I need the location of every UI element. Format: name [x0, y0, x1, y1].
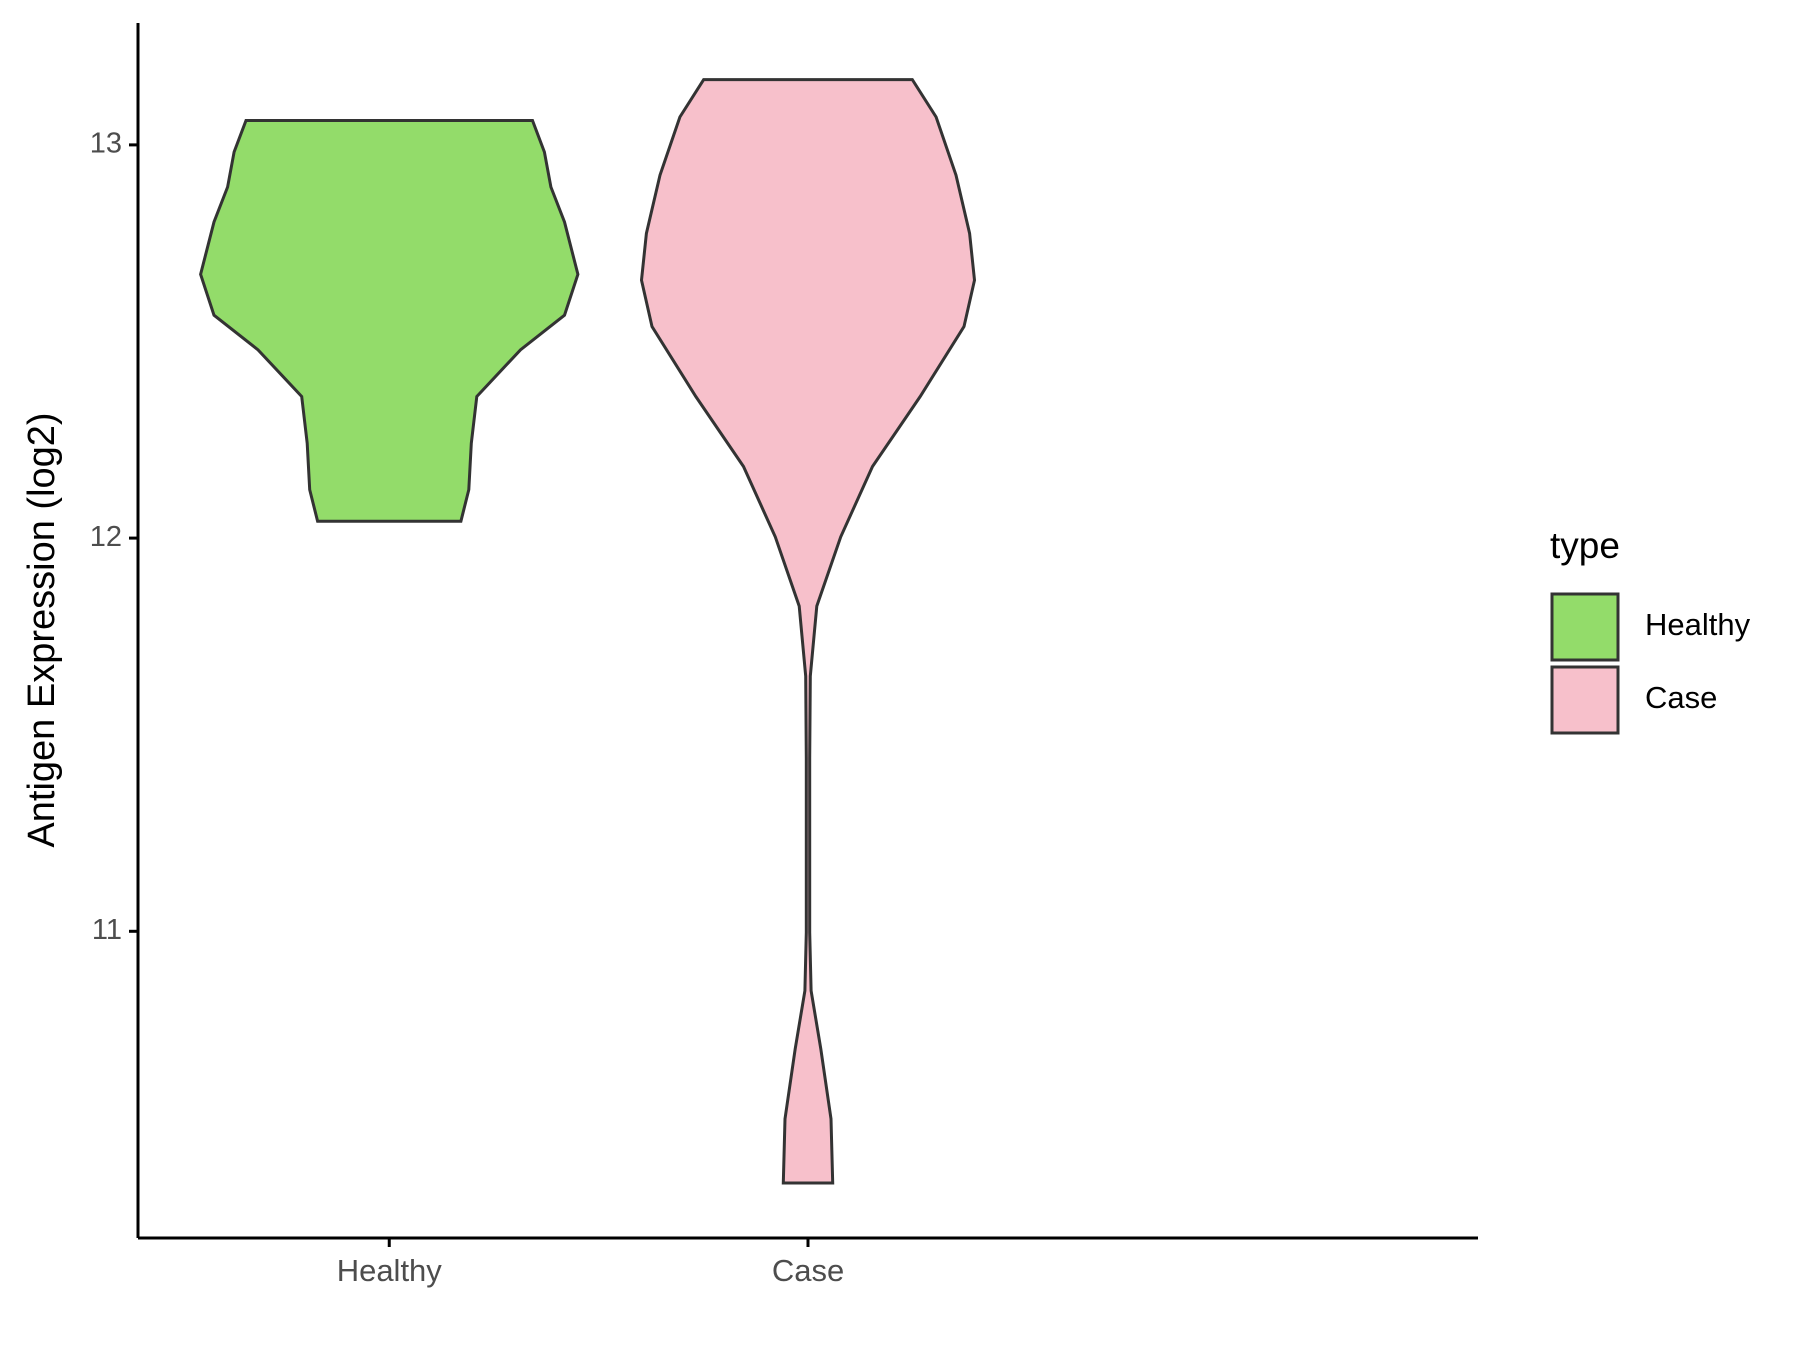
y-tick-label: 13 [90, 128, 122, 160]
legend-label: Healthy [1645, 607, 1751, 642]
violin [199, 119, 580, 523]
legend-key [1550, 592, 1620, 662]
y-axis-title: Antigen Expression (log2) [21, 412, 63, 847]
legend-title: type [1550, 525, 1620, 566]
y-tick-label: 12 [90, 521, 122, 553]
legend-label: Case [1645, 680, 1717, 715]
y-tick-label: 11 [92, 914, 122, 946]
legend-key [1550, 665, 1620, 735]
x-tick-label: Healthy [337, 1253, 443, 1288]
violin [639, 78, 977, 1185]
x-tick-label: Case [772, 1253, 844, 1288]
